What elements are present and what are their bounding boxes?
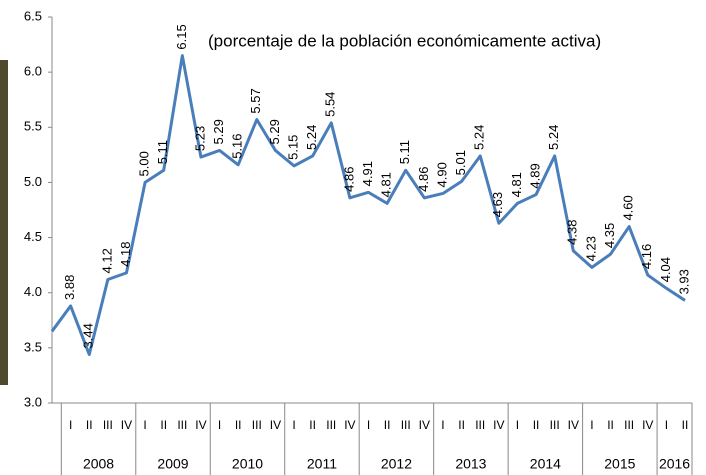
x-tick-label: II xyxy=(458,418,465,432)
x-tick-label: I xyxy=(367,418,370,432)
x-tick-label: III xyxy=(103,418,113,432)
x-tick-label: I xyxy=(516,418,519,432)
year-label: 2014 xyxy=(530,456,561,472)
data-label: 3.88 xyxy=(62,275,77,300)
y-tick-label: 6.5 xyxy=(24,8,42,23)
x-tick-label: IV xyxy=(568,418,579,432)
year-label: 2011 xyxy=(307,456,337,472)
x-tick-label: I xyxy=(590,418,593,432)
y-tick-label: 4.5 xyxy=(24,229,42,244)
data-label: 4.86 xyxy=(416,167,431,192)
x-tick-label: IV xyxy=(419,418,430,432)
year-label: 2016 xyxy=(659,456,690,472)
data-label: 5.29 xyxy=(267,119,282,144)
y-tick-label: 4.0 xyxy=(24,284,42,299)
data-label: 4.04 xyxy=(658,257,673,282)
data-label: 5.16 xyxy=(230,133,245,158)
y-tick-label: 5.0 xyxy=(24,174,42,189)
y-tick-label: 3.0 xyxy=(24,394,42,409)
side-bar xyxy=(0,60,8,385)
data-label: 6.15 xyxy=(174,24,189,49)
data-label: 4.86 xyxy=(341,167,356,192)
x-tick-label: II xyxy=(160,418,167,432)
data-label: 4.89 xyxy=(527,163,542,188)
data-label: 5.01 xyxy=(453,150,468,175)
year-label: 2008 xyxy=(83,456,114,472)
x-tick-label: IV xyxy=(121,418,132,432)
x-tick-label: I xyxy=(218,418,221,432)
data-label: 5.29 xyxy=(211,119,226,144)
x-tick-label: III xyxy=(252,418,262,432)
data-label: 5.23 xyxy=(192,126,207,151)
x-tick-label: IV xyxy=(493,418,504,432)
x-tick-label: II xyxy=(533,418,540,432)
x-tick-label: I xyxy=(441,418,444,432)
x-tick-label: II xyxy=(235,418,242,432)
x-tick-label: IV xyxy=(642,418,653,432)
x-tick-label: I xyxy=(143,418,146,432)
x-tick-label: IV xyxy=(270,418,281,432)
data-label: 5.00 xyxy=(137,151,152,176)
data-label: 3.93 xyxy=(676,269,691,294)
x-tick-label: IV xyxy=(195,418,206,432)
data-label: 4.18 xyxy=(118,242,133,267)
x-tick-label: I xyxy=(665,418,668,432)
x-tick-label: IV xyxy=(344,418,355,432)
year-label: 2015 xyxy=(604,456,635,472)
x-tick-label: III xyxy=(401,418,411,432)
data-label: 4.38 xyxy=(565,219,580,244)
data-label: 4.16 xyxy=(639,244,654,269)
year-label: 2009 xyxy=(157,456,188,472)
y-tick-label: 6.0 xyxy=(24,64,42,79)
x-tick-label: III xyxy=(177,418,187,432)
x-tick-label: II xyxy=(682,418,689,432)
data-label: 4.12 xyxy=(99,248,114,273)
data-label: 5.24 xyxy=(472,125,487,150)
data-label: 5.15 xyxy=(285,135,300,160)
data-line xyxy=(50,54,686,356)
x-tick-label: III xyxy=(326,418,336,432)
data-label: 4.91 xyxy=(360,161,375,186)
data-label: 4.23 xyxy=(583,236,598,261)
data-label: 5.24 xyxy=(304,125,319,150)
x-tick-label: I xyxy=(292,418,295,432)
x-tick-label: III xyxy=(475,418,485,432)
year-label: 2010 xyxy=(232,456,263,472)
data-label: 5.54 xyxy=(323,92,338,117)
data-label: 3.44 xyxy=(81,323,96,348)
x-tick-label: II xyxy=(309,418,316,432)
data-label: 4.81 xyxy=(379,172,394,197)
data-label: 5.24 xyxy=(546,125,561,150)
x-tick-label: I xyxy=(69,418,72,432)
data-label: 5.57 xyxy=(248,88,263,113)
x-tick-label: III xyxy=(550,418,560,432)
y-tick-label: 5.5 xyxy=(24,119,42,134)
x-tick-label: II xyxy=(86,418,93,432)
x-tick-label: III xyxy=(624,418,634,432)
data-label: 5.11 xyxy=(155,140,170,164)
data-label: 4.63 xyxy=(490,192,505,217)
data-label: 4.35 xyxy=(602,223,617,248)
x-tick-label: II xyxy=(384,418,391,432)
data-label: 4.60 xyxy=(621,195,636,220)
chart-subtitle: (porcentaje de la población económicamen… xyxy=(208,31,601,50)
year-label: 2012 xyxy=(381,456,412,472)
x-tick-label: II xyxy=(607,418,614,432)
y-tick-label: 3.5 xyxy=(24,339,42,354)
data-label: 4.81 xyxy=(509,172,524,197)
data-label: 5.11 xyxy=(397,140,412,164)
year-label: 2013 xyxy=(455,456,486,472)
data-label: 4.90 xyxy=(434,162,449,187)
